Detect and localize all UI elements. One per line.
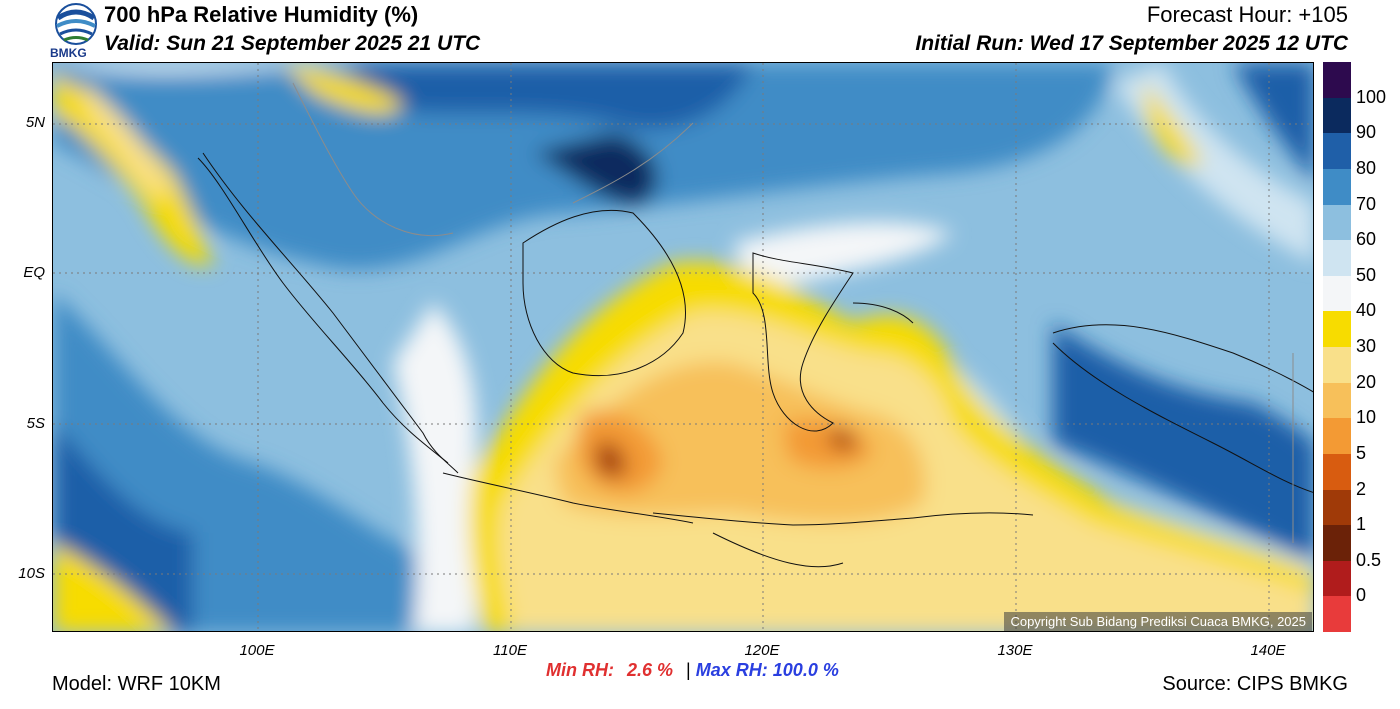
colorbar-segment: [1323, 525, 1351, 561]
logo-text: BMKG: [50, 46, 87, 60]
coastlines: [197, 152, 1313, 568]
colorbar-tick-label: 30: [1356, 336, 1377, 356]
colorbar-segment: [1323, 97, 1351, 134]
colorbar-segment: [1323, 311, 1351, 347]
colorbar-segment: [1323, 62, 1351, 98]
model-label: Model: WRF 10KM: [52, 673, 221, 695]
graticule: [53, 63, 1313, 631]
colorbar-segment: [1323, 275, 1351, 312]
humidity-map: [52, 62, 1314, 632]
colorbar-tick-label: 60: [1356, 229, 1377, 250]
colorbar-tick-label: 2: [1356, 478, 1367, 499]
colorbar-segment: [1323, 453, 1351, 490]
colorbar-tick-label: 100: [1356, 86, 1387, 107]
copyright-notice: Copyright Sub Bidang Prediksi Cuaca BMKG…: [1004, 612, 1312, 631]
rh-stats: Min RH: 2.6 % | Max RH: 100.0 %: [546, 660, 839, 681]
lat-label-5s: 5S: [26, 415, 45, 432]
colorbar-tick-label: 20: [1356, 371, 1377, 392]
colorbar-segment: [1323, 347, 1351, 383]
stats-separator: |: [686, 660, 691, 680]
colorbar-segment: [1323, 168, 1351, 205]
lon-label-110e: 110E: [493, 642, 527, 659]
colorbar-tick-label: 50: [1356, 264, 1377, 285]
colorbar-tick-label: 10: [1356, 407, 1377, 428]
max-rh-value: 100.0 %: [772, 660, 839, 680]
colorbar: [1323, 62, 1351, 632]
colorbar-segment: [1323, 240, 1351, 276]
colorbar-tick-label: 0: [1356, 585, 1367, 606]
colorbar-tick-label: 80: [1356, 157, 1377, 178]
colorbar-tick-label: 70: [1356, 193, 1377, 214]
colorbar-segment: [1323, 489, 1351, 526]
colorbar-segment: [1323, 204, 1351, 241]
bmkg-logo: [52, 2, 100, 60]
map-title: 700 hPa Relative Humidity (%): [104, 2, 419, 27]
colorbar-tick-label: 0.5: [1356, 549, 1382, 570]
forecast-hour: Forecast Hour: +105: [1146, 2, 1348, 27]
lon-label-120e: 120E: [744, 642, 780, 659]
max-rh-label: Max RH:: [695, 660, 768, 680]
colorbar-segment: [1323, 133, 1351, 169]
colorbar-segment: [1323, 382, 1351, 419]
min-rh-label: Min RH:: [546, 660, 614, 680]
lat-label-5n: 5N: [25, 114, 45, 131]
colorbar-segment: [1323, 560, 1351, 597]
lon-label-140e: 140E: [1250, 642, 1286, 659]
min-rh-value: 2.6 %: [627, 660, 674, 680]
lat-label-10s: 10S: [18, 565, 45, 582]
source-label: Source: CIPS BMKG: [1162, 673, 1348, 695]
borders: [292, 82, 1294, 543]
colorbar-segment: [1323, 418, 1351, 454]
colorbar-tick-label: 40: [1356, 300, 1377, 321]
lon-label-130e: 130E: [997, 642, 1033, 659]
colorbar-segment: [1323, 596, 1351, 632]
valid-time: Valid: Sun 21 September 2025 21 UTC: [104, 32, 481, 55]
colorbar-tick-label: 90: [1356, 122, 1377, 143]
colorbar-tick-label: 5: [1356, 442, 1367, 463]
initial-run: Initial Run: Wed 17 September 2025 12 UT…: [915, 32, 1348, 55]
lat-label-eq: EQ: [23, 264, 45, 281]
rh-field: [53, 63, 1313, 631]
lon-label-100e: 100E: [239, 642, 275, 659]
colorbar-tick-label: 1: [1356, 514, 1367, 535]
